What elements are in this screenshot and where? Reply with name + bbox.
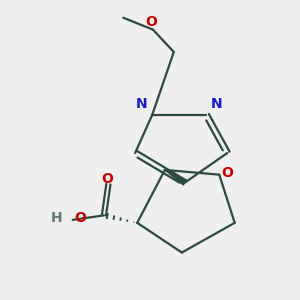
Text: O: O: [222, 166, 233, 180]
Text: O: O: [74, 212, 86, 225]
Text: O: O: [146, 15, 158, 29]
Polygon shape: [165, 170, 186, 185]
Text: N: N: [136, 97, 148, 111]
Text: N: N: [211, 97, 223, 111]
Text: H: H: [51, 212, 62, 225]
Text: O: O: [101, 172, 113, 186]
